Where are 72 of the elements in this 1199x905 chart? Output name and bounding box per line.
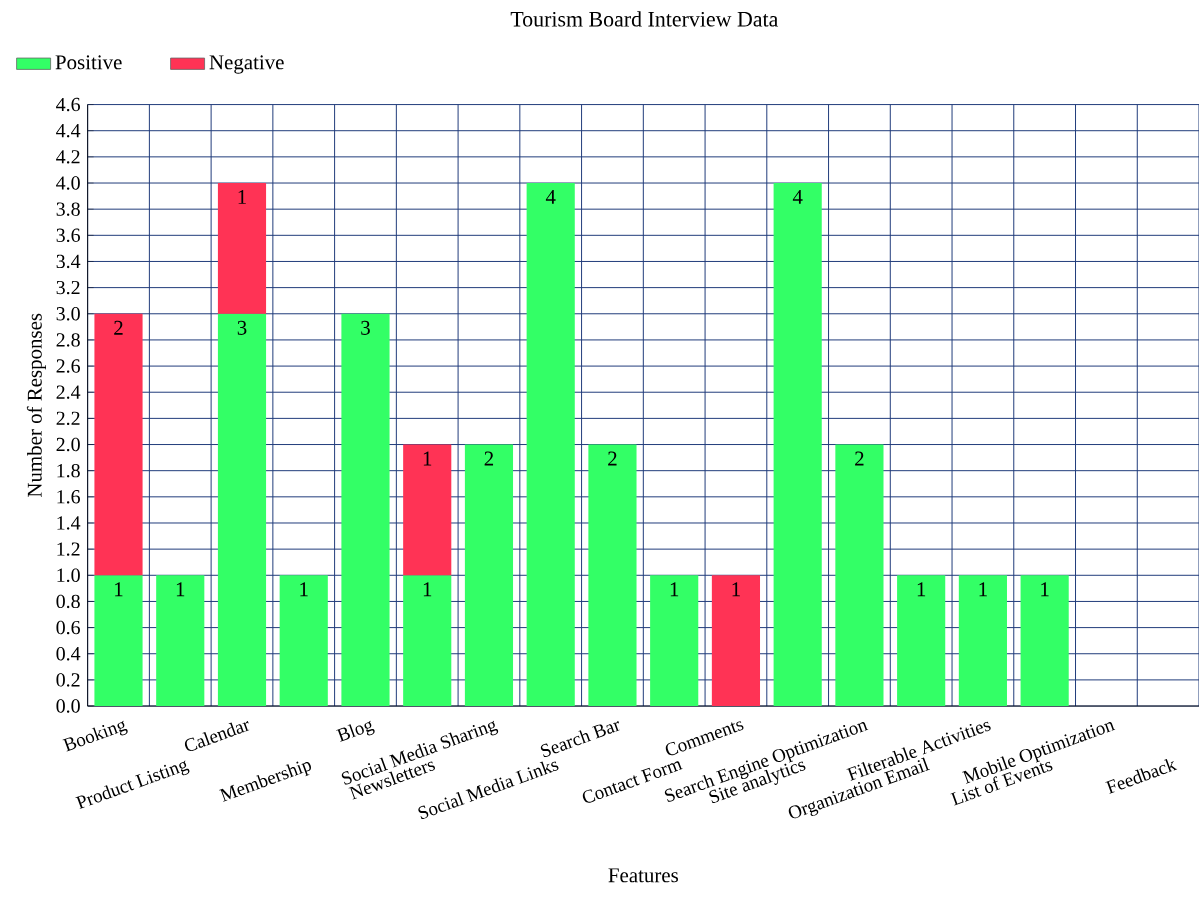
y-tick-label: 4.4: [56, 123, 81, 138]
y-tick-label: 0.2: [56, 673, 80, 687]
x-tick-label: Product Listing: [75, 760, 190, 810]
data-label: 4: [545, 189, 556, 204]
y-tick-label: 3.6: [56, 228, 81, 242]
bar: [156, 575, 205, 706]
bar: [341, 313, 390, 706]
x-axis-title: Features: [608, 868, 678, 883]
y-tick-label: 2.6: [56, 359, 81, 373]
bar: [279, 575, 328, 706]
data-label: 1: [115, 582, 123, 597]
chart-title: Tourism Board Interview Data: [510, 11, 779, 27]
bar: [773, 182, 822, 706]
y-tick-label: 2.0: [56, 437, 80, 452]
bar: [897, 575, 946, 706]
y-tick-label: 0.4: [56, 646, 81, 661]
y-tick-label: 1.8: [57, 463, 80, 478]
data-label: 2: [114, 320, 123, 335]
y-tick-label: 2.4: [56, 385, 81, 399]
legend-label: Positive: [55, 55, 122, 70]
y-tick-label: 0.0: [56, 699, 80, 713]
x-tick-label: Calendar: [184, 720, 250, 751]
data-label: 3: [237, 320, 247, 335]
bar: [588, 444, 637, 706]
bar: [217, 313, 267, 706]
y-axis-title: Number of Responses: [26, 313, 46, 497]
bar: [1020, 575, 1069, 706]
x-tick-label: Search Bar: [540, 720, 620, 757]
x-tick-label: Blog: [336, 720, 375, 742]
bar: [94, 575, 143, 706]
bar: [711, 575, 761, 706]
y-tick-label: 1.4: [57, 516, 81, 530]
y-tick-label: 0.6: [56, 620, 81, 635]
bar: [217, 182, 267, 314]
bar: [403, 444, 452, 576]
bar: [94, 313, 143, 576]
y-tick-label: 4.0: [56, 176, 80, 190]
data-label: 1: [1041, 582, 1049, 597]
data-label: 1: [423, 582, 432, 597]
data-label: 1: [732, 582, 740, 597]
data-label: 2: [608, 451, 617, 466]
bar: [464, 444, 514, 706]
bar: [526, 182, 575, 706]
data-label: 3: [361, 320, 370, 335]
y-tick-label: 4.2: [56, 150, 80, 164]
y-tick-label: 3.2: [56, 280, 80, 295]
y-tick-label: 3.8: [56, 202, 80, 216]
x-tick-label: Booking: [62, 720, 128, 752]
data-label: 1: [176, 582, 185, 597]
y-tick-label: 3.0: [56, 306, 80, 321]
y-tick-label: 3.4: [56, 254, 81, 269]
data-label: 1: [979, 582, 987, 597]
data-label: 1: [670, 582, 679, 597]
legend-label: Negative: [209, 55, 284, 74]
bar: [403, 575, 452, 706]
y-tick-label: 1.6: [57, 490, 81, 504]
data-label: 1: [300, 582, 308, 597]
data-label: 1: [917, 582, 926, 597]
y-tick-label: 1.2: [57, 542, 80, 556]
y-tick-label: 0.8: [56, 594, 80, 609]
data-label: 2: [484, 451, 494, 466]
data-label: 2: [855, 451, 864, 466]
data-label: 1: [238, 189, 246, 204]
bar: [958, 575, 1007, 706]
y-tick-label: 1.0: [57, 568, 80, 582]
data-label: 1: [423, 451, 432, 466]
y-tick-label: 4.6: [56, 97, 81, 112]
data-label: 4: [792, 189, 803, 204]
bar: [650, 575, 699, 706]
y-tick-label: 2.8: [56, 333, 80, 347]
y-tick-label: 2.2: [56, 411, 80, 425]
bar: [835, 444, 884, 706]
